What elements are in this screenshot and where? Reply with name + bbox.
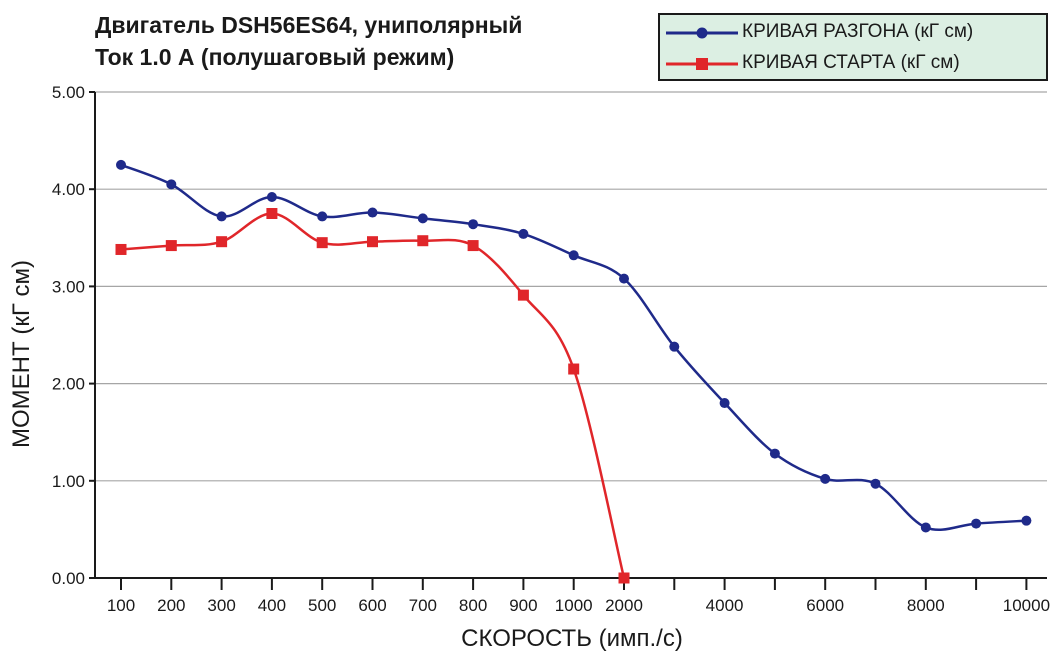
data-point: [669, 341, 680, 352]
data-point: [165, 240, 177, 252]
x-tick-label: 8000: [907, 596, 945, 615]
data-point: [467, 240, 479, 252]
y-tick-label: 0.00: [52, 569, 85, 588]
x-tick-label: 500: [308, 596, 336, 615]
x-tick-label: 700: [409, 596, 437, 615]
data-point: [266, 191, 277, 202]
legend-label-start: КРИВАЯ СТАРТА (кГ см): [742, 52, 960, 73]
legend-marker-circle-icon: [666, 27, 738, 39]
x-tick-label: 100: [107, 596, 135, 615]
data-point: [367, 207, 378, 218]
data-point: [316, 237, 328, 249]
data-point: [115, 243, 127, 255]
data-point: [870, 478, 881, 489]
x-tick-label: 400: [258, 596, 286, 615]
legend-label-acceleration: КРИВАЯ РАЗГОНА (кГ см): [742, 21, 974, 42]
y-tick-label: 2.00: [52, 375, 85, 394]
x-tick-label: 200: [157, 596, 185, 615]
data-point: [618, 572, 630, 584]
legend: КРИВАЯ РАЗГОНА (кГ см) КРИВАЯ СТАРТА (кГ…: [658, 13, 1048, 81]
data-point: [769, 448, 780, 459]
x-tick-label: 900: [509, 596, 537, 615]
y-axis-label: МОМЕНТ (кГ см): [8, 260, 35, 448]
x-tick-label: 300: [207, 596, 235, 615]
series-start: [115, 208, 630, 584]
grid-lines: [95, 91, 1047, 482]
data-point: [166, 179, 177, 190]
chart-title-line-1: Двигатель DSH56ES64, униполярный: [95, 12, 523, 38]
x-axis-ticks: 100 200 300 400 500 600 700 800 900 1000 2000 4000 6…: [107, 578, 1050, 615]
x-tick-label: 10000: [1003, 596, 1050, 615]
data-point: [266, 208, 278, 219]
data-point: [367, 236, 378, 248]
legend-item-start: КРИВАЯ СТАРТА (кГ см): [660, 49, 1046, 79]
x-tick-label: 600: [358, 596, 386, 615]
legend-item-acceleration: КРИВАЯ РАЗГОНА (кГ см): [660, 18, 1046, 48]
data-point: [417, 213, 428, 224]
y-tick-label: 5.00: [52, 83, 85, 102]
data-point: [518, 228, 529, 239]
data-point: [719, 398, 730, 409]
x-axis-label: СКОРОСТЬ (имп./с): [461, 625, 683, 652]
series-line: [120, 212, 626, 579]
y-tick-label: 4.00: [52, 180, 85, 199]
x-tick-label: 4000: [706, 596, 744, 615]
y-axis-ticks: 0.00 1.00 2.00 3.00 4.00 5.00: [52, 83, 95, 588]
chart-title-line-2: Ток 1.0 А (полушаговый режим): [95, 44, 455, 70]
data-point: [568, 250, 579, 261]
data-point: [468, 219, 479, 230]
series-acceleration: [116, 159, 1032, 533]
data-point: [116, 159, 126, 170]
data-point: [820, 473, 831, 484]
data-point: [920, 522, 931, 533]
y-tick-label: 3.00: [52, 277, 85, 296]
x-tick-label: 2000: [605, 596, 643, 615]
legend-marker-square-icon: [666, 58, 738, 70]
axes: [94, 92, 1047, 579]
data-point: [317, 211, 328, 222]
data-point: [216, 211, 227, 222]
data-point: [517, 289, 529, 301]
x-tick-label: 800: [459, 596, 487, 615]
data-point: [417, 235, 429, 247]
y-tick-label: 1.00: [52, 472, 85, 491]
data-point: [971, 518, 982, 529]
data-point: [216, 236, 228, 248]
x-tick-label: 1000: [555, 596, 593, 615]
series-layer: [115, 159, 1032, 584]
data-point: [1021, 515, 1032, 526]
x-tick-label: 6000: [806, 596, 844, 615]
data-point: [568, 363, 580, 375]
data-point: [619, 273, 629, 284]
